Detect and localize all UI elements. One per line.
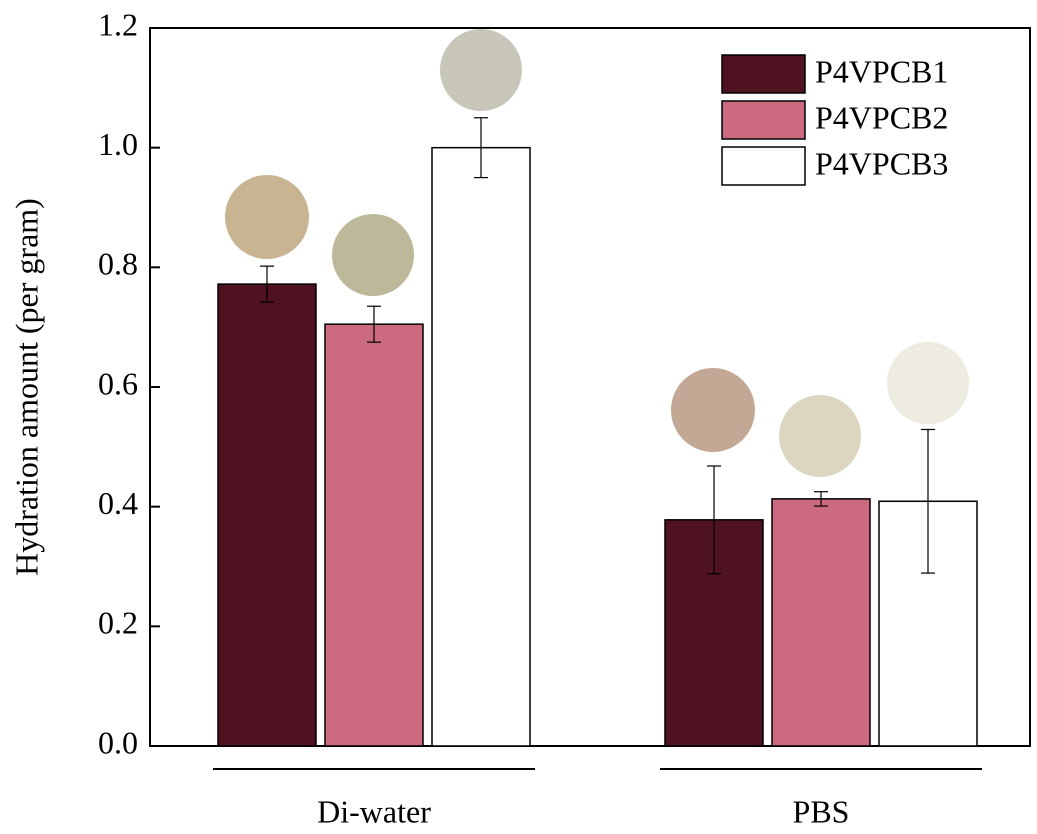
x-tick-label: PBS xyxy=(793,793,850,829)
legend-label: P4VPCB2 xyxy=(815,99,948,135)
legend-label: P4VPCB1 xyxy=(815,53,948,89)
photo xyxy=(671,368,755,452)
bar xyxy=(772,499,870,746)
photo xyxy=(887,342,969,424)
photo xyxy=(440,29,522,111)
bar xyxy=(432,148,530,746)
y-axis-label: Hydration amount (per gram) xyxy=(8,198,44,576)
photo xyxy=(779,395,861,477)
y-tick-label: 1.0 xyxy=(98,126,138,162)
x-tick-label: Di-water xyxy=(317,793,431,829)
bar xyxy=(325,324,423,746)
y-tick-label: 0.2 xyxy=(98,605,138,641)
photo xyxy=(332,214,414,296)
legend-swatch xyxy=(722,147,805,185)
y-tick-label: 0.8 xyxy=(98,246,138,282)
legend-swatch xyxy=(722,101,805,139)
legend-label: P4VPCB3 xyxy=(815,145,948,181)
photo xyxy=(225,175,309,259)
bar xyxy=(218,284,316,746)
y-tick-label: 0.6 xyxy=(98,365,138,401)
chart: Hydration amount (per gram) 0.0 0.2 0.4 0.6… xyxy=(0,0,1037,834)
y-tick-label: 0.0 xyxy=(98,724,138,760)
y-tick-label: 0.4 xyxy=(98,485,138,521)
y-tick-label: 1.2 xyxy=(98,6,138,42)
legend-swatch xyxy=(722,55,805,93)
